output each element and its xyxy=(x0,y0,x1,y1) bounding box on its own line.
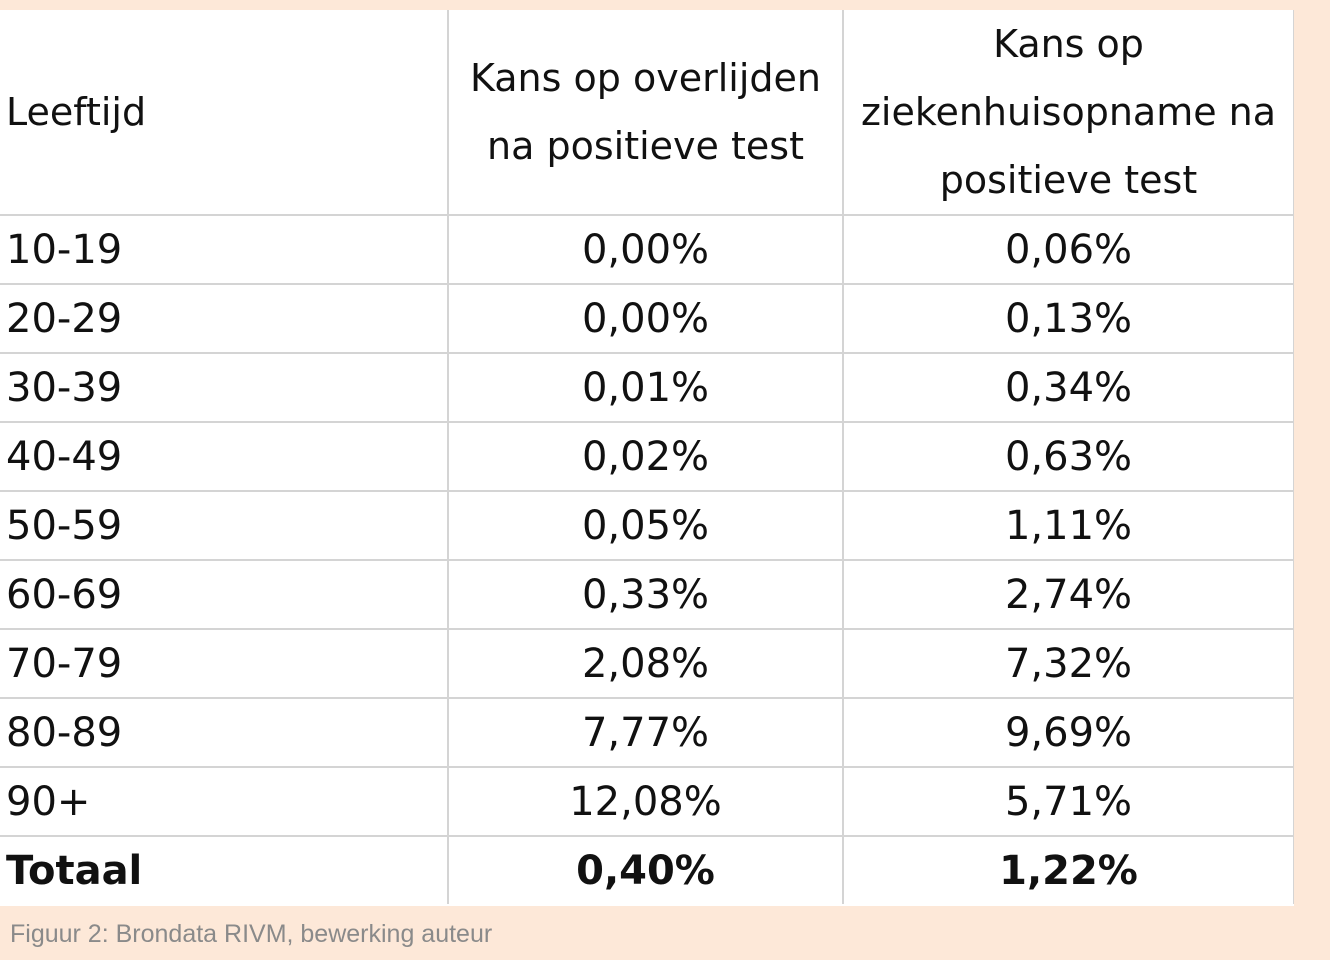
table-total-row: Totaal 0,40% 1,22% xyxy=(0,836,1294,904)
figure-caption: Figuur 2: Brondata RIVM, bewerking auteu… xyxy=(10,920,493,948)
cell-hospital-risk: 5,71% xyxy=(843,767,1294,837)
cell-hospital-risk: 1,11% xyxy=(843,491,1294,561)
data-table-container: Leeftijd Kans op overlijden na positieve… xyxy=(0,10,1294,906)
cell-age: 60-69 xyxy=(0,560,449,630)
table-header-row: Leeftijd Kans op overlijden na positieve… xyxy=(0,10,1294,216)
cell-death-risk: 0,33% xyxy=(448,560,844,630)
header-death-risk: Kans op overlijden na positieve test xyxy=(448,10,844,216)
cell-age: 80-89 xyxy=(0,698,449,768)
cell-age: 40-49 xyxy=(0,422,449,492)
header-hospital-line-1: Kans op xyxy=(993,22,1144,66)
cell-age: 30-39 xyxy=(0,353,449,423)
header-hospital-risk: Kans op ziekenhuisopname na positieve te… xyxy=(843,10,1294,216)
cell-total-death-risk: 0,40% xyxy=(448,836,844,904)
cell-hospital-risk: 0,13% xyxy=(843,284,1294,354)
cell-total-label: Totaal xyxy=(0,836,449,904)
table-row: 80-89 7,77% 9,69% xyxy=(0,698,1294,768)
table-row: 50-59 0,05% 1,11% xyxy=(0,491,1294,561)
header-hospital-line-2: ziekenhuisopname na xyxy=(860,90,1277,134)
header-death-line-2: na positieve test xyxy=(487,124,804,168)
header-hospital-line-3: positieve test xyxy=(939,158,1198,202)
cell-death-risk: 0,01% xyxy=(448,353,844,423)
cell-age: 10-19 xyxy=(0,215,449,285)
cell-age: 70-79 xyxy=(0,629,449,699)
cell-death-risk: 12,08% xyxy=(448,767,844,837)
risk-table: Leeftijd Kans op overlijden na positieve… xyxy=(0,10,1294,904)
cell-death-risk: 0,00% xyxy=(448,284,844,354)
cell-death-risk: 0,05% xyxy=(448,491,844,561)
cell-hospital-risk: 0,63% xyxy=(843,422,1294,492)
cell-death-risk: 0,02% xyxy=(448,422,844,492)
cell-total-hospital-risk: 1,22% xyxy=(843,836,1294,904)
cell-death-risk: 0,00% xyxy=(448,215,844,285)
cell-death-risk: 7,77% xyxy=(448,698,844,768)
table-row: 60-69 0,33% 2,74% xyxy=(0,560,1294,630)
header-age: Leeftijd xyxy=(0,10,449,216)
cell-hospital-risk: 2,74% xyxy=(843,560,1294,630)
cell-hospital-risk: 9,69% xyxy=(843,698,1294,768)
cell-hospital-risk: 7,32% xyxy=(843,629,1294,699)
cell-age: 20-29 xyxy=(0,284,449,354)
table-row: 10-19 0,00% 0,06% xyxy=(0,215,1294,285)
cell-age: 50-59 xyxy=(0,491,449,561)
table-row: 40-49 0,02% 0,63% xyxy=(0,422,1294,492)
table-row: 20-29 0,00% 0,13% xyxy=(0,284,1294,354)
cell-age: 90+ xyxy=(0,767,449,837)
cell-hospital-risk: 0,34% xyxy=(843,353,1294,423)
cell-hospital-risk: 0,06% xyxy=(843,215,1294,285)
table-row: 90+ 12,08% 5,71% xyxy=(0,767,1294,837)
header-death-line-1: Kans op overlijden xyxy=(470,56,821,100)
table-body: 10-19 0,00% 0,06% 20-29 0,00% 0,13% 30-39 0,01%… xyxy=(0,215,1294,904)
table-row: 30-39 0,01% 0,34% xyxy=(0,353,1294,423)
table-row: 70-79 2,08% 7,32% xyxy=(0,629,1294,699)
header-age-line: Leeftijd xyxy=(6,90,147,134)
cell-death-risk: 2,08% xyxy=(448,629,844,699)
